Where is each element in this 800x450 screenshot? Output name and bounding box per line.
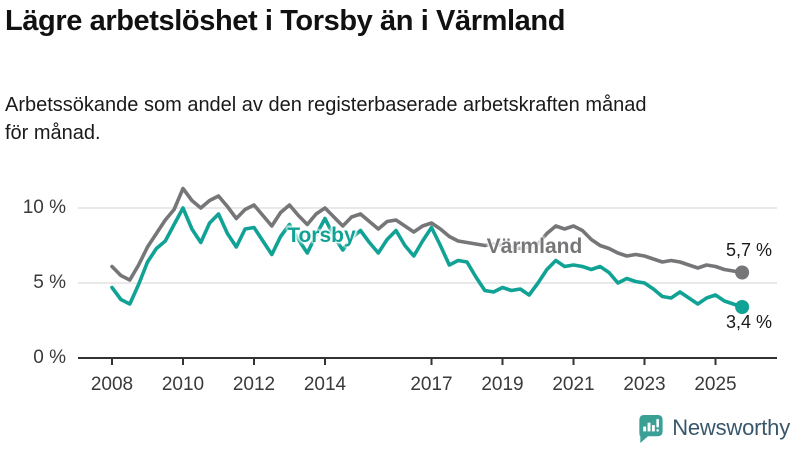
chart-subtitle: Arbetssökande som andel av den registerb… [5,91,790,147]
x-tick-label-2017: 2017 [410,374,453,395]
series-label-värmland: Värmland [486,234,583,258]
series-line-värmland [110,186,744,282]
chart-canvas [78,186,777,365]
x-tick-label-2010: 2010 [161,374,205,395]
subtitle-line-2: för månad. [5,122,101,144]
y-tick-label-0: 0 % [33,347,66,368]
end-dot-torsby [735,300,750,314]
end-value-label-torsby: 3,4 % [725,312,772,332]
newsworthy-logo: Newsworthy [635,412,790,444]
end-dot-värmland [735,265,750,280]
line-chart: 2008 2010 2012 2014 2017 2019 2021 2023 2025 0 % 5… [0,158,800,410]
series-line-torsby [110,206,744,309]
newsworthy-wordmark: Newsworthy [672,415,790,440]
x-tick-label-2012: 2012 [232,374,276,395]
x-tick-label-2025: 2025 [694,374,737,395]
x-tick-label-2021: 2021 [552,374,595,395]
x-tick-label-2008: 2008 [90,374,134,395]
end-value-label-värmland: 5,7 % [725,239,772,260]
newsworthy-icon [639,414,663,443]
series-label-torsby: Torsby [287,223,356,247]
x-tick-label-2019: 2019 [481,374,524,395]
y-tick-label-5: 5 % [33,272,66,293]
page-title: Lägre arbetslöshet i Torsby än i Värmlan… [5,5,566,37]
subtitle-line-1: Arbetssökande som andel av den registerb… [5,94,647,116]
x-tick-label-2023: 2023 [623,374,666,395]
y-tick-label-10: 10 % [22,197,66,218]
x-tick-label-2014: 2014 [303,374,347,395]
